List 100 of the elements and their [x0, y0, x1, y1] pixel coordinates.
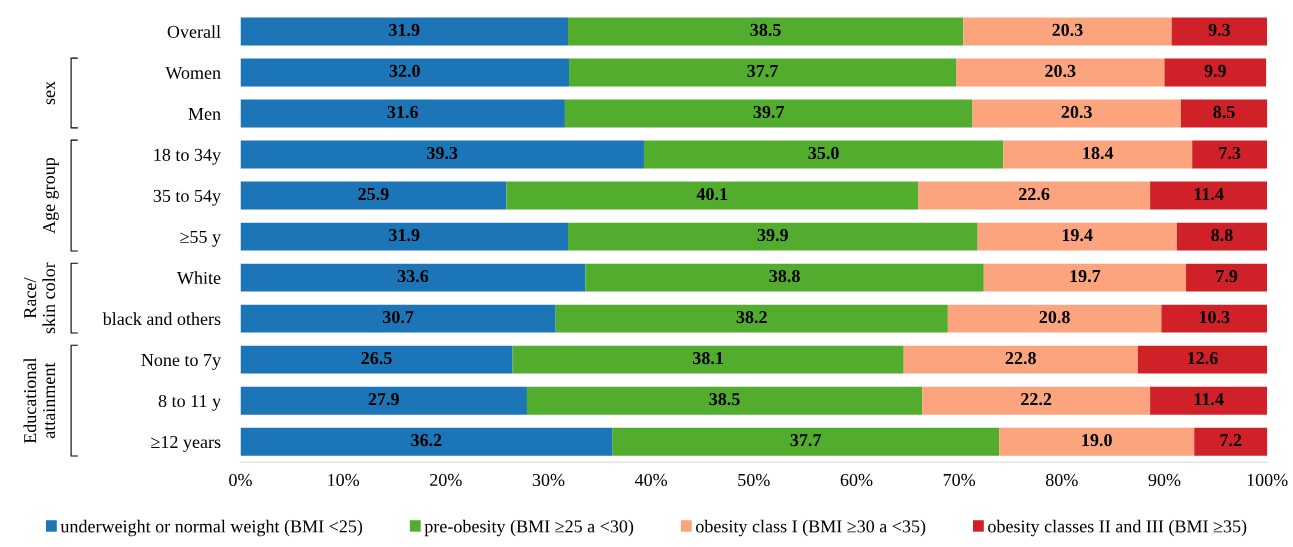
- data-label: 35.0: [808, 146, 839, 160]
- bar: [555, 304, 948, 333]
- data-label: 38.8: [769, 269, 800, 283]
- bar: [903, 345, 1138, 374]
- bar: [922, 386, 1151, 415]
- data-label: 20.3: [1061, 105, 1092, 119]
- y-tick-label: 8 to 11 y: [158, 394, 221, 411]
- bar: [240, 99, 565, 128]
- bar: [506, 181, 919, 210]
- data-label: 26.5: [361, 352, 392, 365]
- bar: [1192, 140, 1268, 169]
- y-tick-label: White: [176, 271, 221, 285]
- data-label: 19.0: [1082, 434, 1112, 447]
- y-tick-label: 18 to 34y: [154, 148, 221, 165]
- x-tick-label: 20%: [430, 473, 462, 487]
- data-label: 12.6: [1188, 352, 1218, 365]
- bar: [240, 181, 507, 210]
- x-tick-label: 40%: [634, 473, 668, 487]
- x-tick-label: 0%: [229, 473, 252, 487]
- data-label: 39.3: [427, 146, 458, 160]
- data-label: 11.4: [1194, 187, 1224, 201]
- y-tick-label: Men: [188, 107, 221, 120]
- bar: [1194, 427, 1268, 456]
- data-label: 31.9: [389, 228, 420, 242]
- text: Educational attainment: [23, 357, 56, 444]
- data-label: 20.3: [1052, 23, 1083, 37]
- bar: [240, 17, 568, 46]
- data-label: 40.1: [696, 187, 728, 201]
- bar: [568, 222, 978, 251]
- data-label: 19.7: [1070, 269, 1101, 283]
- bar: [240, 386, 527, 415]
- bar: [585, 263, 984, 292]
- y-tick-label: Overall: [167, 25, 221, 38]
- data-label: 20.3: [1045, 64, 1076, 78]
- bar: [1171, 17, 1268, 46]
- data-label: 22.6: [1019, 187, 1050, 201]
- data-label: 7.9: [1216, 269, 1238, 283]
- x-tick-label: 10%: [328, 473, 360, 487]
- legend-label: obesity classes II and III (BMI ≥35): [988, 519, 1247, 537]
- data-label: 30.7: [382, 310, 414, 324]
- x-tick-label: 50%: [738, 473, 770, 487]
- x-tick-label: 90%: [1148, 473, 1181, 487]
- y-tick-label: ≥12 years: [151, 435, 221, 452]
- data-label: 11.4: [1194, 393, 1224, 406]
- data-label: 22.2: [1021, 393, 1052, 406]
- data-label: 9.3: [1208, 23, 1231, 37]
- bar: [612, 427, 1000, 456]
- data-label: 19.4: [1062, 228, 1093, 242]
- bar: [564, 99, 973, 128]
- y-tick-label: None to 7y: [141, 354, 221, 370]
- x-tick-label: 70%: [943, 473, 976, 487]
- bar: [643, 140, 1004, 169]
- bar: [1137, 345, 1268, 374]
- bar: [240, 58, 570, 87]
- legend-label: pre-obesity (BMI ≥25 a <30): [424, 519, 634, 537]
- data-label: 39.7: [753, 105, 785, 119]
- bar: [1150, 181, 1268, 210]
- bar: [999, 427, 1195, 456]
- bar: [568, 17, 964, 46]
- text: Age group: [42, 157, 59, 234]
- x-tick-label: 80%: [1045, 473, 1078, 487]
- bar: [526, 386, 923, 415]
- data-label: 31.6: [387, 105, 418, 119]
- y-tick-label: black and others: [102, 312, 221, 326]
- data-label: 33.6: [397, 269, 429, 283]
- bar: [512, 345, 904, 374]
- data-label: 8.5: [1213, 105, 1235, 119]
- bar: [569, 58, 957, 87]
- bar: [1164, 58, 1267, 87]
- bar: [1161, 304, 1268, 333]
- data-label: 32.0: [389, 64, 420, 78]
- y-tick-label: ≥55 y: [180, 230, 221, 247]
- data-label: 38.2: [736, 310, 767, 324]
- bar: [240, 304, 556, 333]
- bar: [240, 427, 613, 456]
- bar: [240, 222, 568, 251]
- text: sex: [46, 81, 56, 105]
- data-label: 38.1: [693, 351, 723, 365]
- bar: [972, 99, 1181, 128]
- bar: [947, 304, 1162, 333]
- x-tick-label: 60%: [840, 473, 873, 487]
- data-label: 7.3: [1219, 146, 1241, 160]
- x-tick-label: 30%: [532, 473, 565, 487]
- data-label: 36.2: [411, 434, 442, 447]
- bar: [1186, 263, 1268, 292]
- bar: [977, 222, 1177, 251]
- x-tick-label: 100%: [1247, 473, 1288, 487]
- bar: [1003, 140, 1193, 169]
- data-label: 18.4: [1083, 146, 1114, 160]
- data-label: 8.8: [1211, 228, 1233, 242]
- data-label: 9.9: [1204, 64, 1226, 78]
- y-tick-label: 35 to 54y: [153, 189, 221, 206]
- data-label: 22.8: [1005, 351, 1036, 365]
- data-label: 20.8: [1039, 310, 1070, 324]
- bar: [1150, 386, 1268, 415]
- data-label: 10.3: [1199, 310, 1230, 324]
- text: Race/ skin color: [24, 262, 56, 334]
- data-label: 38.5: [709, 393, 740, 406]
- y-tick-label: Women: [165, 66, 221, 80]
- bar: [963, 17, 1172, 46]
